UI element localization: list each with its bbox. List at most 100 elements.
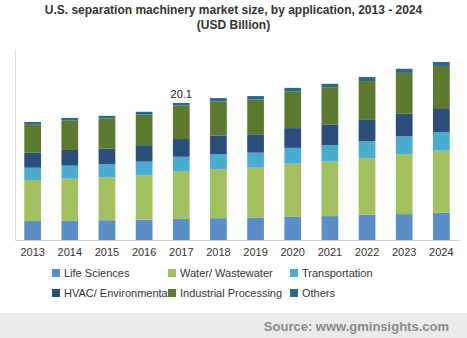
- x-axis-line: [16, 240, 460, 241]
- x-tick-label: 2020: [280, 246, 304, 258]
- legend: Life SciencesWater/ WastewaterTransporta…: [52, 267, 373, 299]
- bar-segment: [61, 121, 78, 150]
- bar-segment: [136, 114, 153, 145]
- bar-segment: [359, 215, 376, 240]
- bar-segment: [24, 122, 41, 125]
- bar-segment: [322, 162, 339, 217]
- bar-segment: [99, 164, 116, 177]
- bar-segment: [284, 128, 301, 148]
- bar-segment: [99, 149, 116, 165]
- x-tick-label: 2013: [20, 246, 44, 258]
- x-tick: 2021: [318, 240, 342, 258]
- bar-segment: [210, 102, 227, 136]
- bar-segment: [359, 77, 376, 81]
- x-tick: 2019: [243, 240, 267, 258]
- legend-swatch: [52, 289, 60, 297]
- x-tick: 2015: [95, 240, 119, 258]
- legend-swatch: [168, 289, 176, 297]
- bar-segment: [433, 66, 450, 109]
- series: [24, 66, 449, 153]
- bar-segment: [284, 164, 301, 217]
- title: U.S. separation machinery market size, b…: [45, 3, 423, 17]
- legend-swatch: [290, 269, 298, 277]
- bar-segment: [396, 114, 413, 137]
- bar-segment: [136, 220, 153, 240]
- bar-segment: [61, 179, 78, 221]
- series: [24, 109, 449, 168]
- bar-segment: [173, 219, 190, 240]
- bar-segment: [284, 91, 301, 128]
- subtitle: (USD Billion): [197, 18, 270, 32]
- bar-segment: [247, 134, 264, 152]
- bar-segment: [173, 157, 190, 171]
- x-tick-label: 2014: [58, 246, 82, 258]
- bar-segment: [322, 216, 339, 240]
- x-axis: 2013 2014 2015 2016 2017 2018 2019 2020 2021 2022…: [16, 240, 460, 258]
- x-tick: 2013: [20, 240, 44, 258]
- bar-segment: [433, 62, 450, 66]
- bar-segment: [24, 125, 41, 153]
- x-tick: 2024: [429, 240, 453, 258]
- bars: [24, 62, 449, 240]
- bar-segment: [284, 148, 301, 164]
- source: Source: www.gminsights.com: [264, 319, 449, 334]
- x-tick-label: 2019: [243, 246, 267, 258]
- series: [24, 213, 449, 240]
- bar-segment: [24, 168, 41, 180]
- x-tick: 2018: [206, 240, 230, 258]
- bar-segment: [396, 154, 413, 214]
- bar-segment: [396, 136, 413, 154]
- bar-segment: [284, 217, 301, 240]
- bar-segment: [210, 218, 227, 240]
- bar-segment: [359, 158, 376, 215]
- legend-label: Others: [302, 287, 336, 299]
- x-tick: 2023: [392, 240, 416, 258]
- x-tick-label: 2015: [95, 246, 119, 258]
- x-tick-label: 2024: [429, 246, 453, 258]
- x-tick-label: 2023: [392, 246, 416, 258]
- bar-segment: [359, 81, 376, 120]
- x-tick: 2016: [132, 240, 156, 258]
- legend-label: Life Sciences: [64, 267, 130, 279]
- bar-segment: [210, 154, 227, 169]
- bar-segment: [433, 109, 450, 132]
- bar-segment: [136, 145, 153, 161]
- annotation: 20.1: [171, 88, 192, 100]
- series: [24, 151, 449, 221]
- bar-segment: [433, 132, 450, 150]
- bar-segment: [99, 220, 116, 240]
- bar-segment: [359, 141, 376, 158]
- bar-segment: [322, 125, 339, 145]
- bar-segment: [396, 73, 413, 114]
- bar-segment: [136, 112, 153, 115]
- x-tick: 2022: [355, 240, 379, 258]
- bar-segment: [210, 169, 227, 218]
- bar-segment: [433, 151, 450, 213]
- series: [24, 62, 449, 125]
- bar-segment: [61, 221, 78, 240]
- bar-segment: [61, 166, 78, 179]
- bar-segment: [322, 87, 339, 125]
- bar-segment: [136, 175, 153, 219]
- legend-label: HVAC/ Environmental: [64, 287, 170, 299]
- bar-segment: [359, 120, 376, 141]
- x-tick-label: 2022: [355, 246, 379, 258]
- bar-segment: [247, 153, 264, 168]
- bar-segment: [247, 217, 264, 240]
- x-tick: 2014: [58, 240, 82, 258]
- x-tick-label: 2017: [169, 246, 193, 258]
- series: [24, 132, 449, 180]
- legend-label: Industrial Processing: [180, 287, 282, 299]
- chart: U.S. separation machinery market size, b…: [0, 0, 467, 338]
- bar-segment: [24, 153, 41, 168]
- x-tick: 2017: [169, 240, 193, 258]
- y-axis: [15, 50, 16, 241]
- bar-segment: [61, 118, 78, 121]
- x-tick-label: 2016: [132, 246, 156, 258]
- bar-segment: [210, 136, 227, 154]
- bar-segment: [173, 106, 190, 139]
- legend-swatch: [52, 269, 60, 277]
- y-axis-line: [15, 50, 16, 241]
- bar-segment: [173, 139, 190, 157]
- bar-segment: [99, 177, 116, 220]
